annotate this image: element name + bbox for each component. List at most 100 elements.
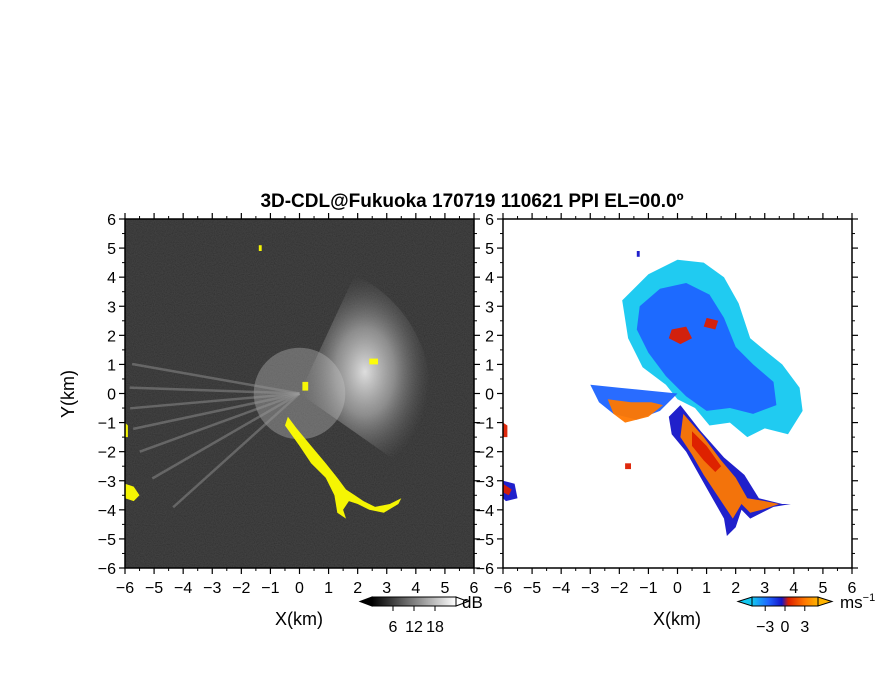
left-x-tick-label: 1 — [324, 580, 333, 597]
right-x-tick-label: 0 — [673, 580, 682, 597]
left-beam-streaks-2 — [130, 392, 300, 410]
right-y-tick-label: 4 — [485, 270, 494, 287]
right-y-tick-label: 3 — [485, 299, 494, 316]
left-x-axis-label: X(km) — [275, 609, 323, 629]
left-colorbar-tick-label: 6 — [389, 619, 398, 636]
left-y-tick-label: −6 — [98, 561, 116, 578]
left-axis-ticks — [119, 213, 480, 574]
right-colorbar-tick-label: 0 — [781, 619, 790, 636]
left-y-tick-label: 0 — [107, 387, 116, 404]
left-y-tick-label: 2 — [107, 328, 116, 345]
left-x-tick-label: 0 — [295, 580, 304, 597]
left-x-tick-label: 3 — [382, 580, 391, 597]
right-feature-red-band — [692, 431, 722, 472]
right-y-tick-label: −6 — [476, 561, 494, 578]
left-beam-streaks-5 — [151, 392, 301, 480]
left-colorbar: dB 6 12 18 — [358, 593, 483, 636]
right-colorbar: ms−1 −3 0 3 — [736, 592, 875, 636]
left-y-tick-label: 1 — [107, 357, 116, 374]
right-x-tick-label: 3 — [760, 580, 769, 597]
right-y-tick-label: −2 — [476, 445, 494, 462]
left-feature-yellow-band — [285, 416, 402, 519]
left-beam-streaks-1 — [129, 386, 300, 395]
left-x-tick-label: −2 — [232, 580, 250, 597]
left-y-axis-label: Y(km) — [58, 370, 78, 418]
right-x-axis-label: X(km) — [653, 609, 701, 629]
right-x-tick-label: −3 — [581, 580, 599, 597]
right-y-tick-label: 5 — [485, 241, 494, 258]
left-x-tick-labels: −6 −5 −4 −3 −2 −1 0 1 2 3 4 5 6 — [116, 580, 479, 597]
right-y-tick-label: 1 — [485, 357, 494, 374]
right-x-tick-label: −2 — [610, 580, 628, 597]
left-features — [125, 245, 431, 519]
right-feature-red-spot-north — [668, 326, 692, 345]
left-y-tick-label: 3 — [107, 299, 116, 316]
right-y-tick-labels: −6 −5 −4 −3 −2 −1 0 1 2 3 4 5 6 — [476, 212, 494, 578]
left-y-tick-label: −5 — [98, 532, 116, 549]
left-beam-streaks-6 — [172, 392, 301, 509]
left-bright-sector-core — [253, 347, 346, 440]
left-y-tick-label: 5 — [107, 241, 116, 258]
right-y-tick-label: 2 — [485, 328, 494, 345]
left-beam-streaks-4 — [139, 392, 300, 453]
left-y-tick-label: 6 — [107, 212, 116, 229]
left-x-tick-label: 6 — [470, 580, 479, 597]
left-y-tick-labels: −6 −5 −4 −3 −2 −1 0 1 2 3 4 5 6 — [98, 212, 116, 578]
right-x-tick-label: 5 — [818, 580, 827, 597]
right-feature-speck-north — [636, 251, 640, 257]
left-feature-yellow-speck-east — [369, 358, 378, 365]
right-y-tick-label: −5 — [476, 532, 494, 549]
left-x-tick-label: −6 — [116, 580, 134, 597]
left-colorbar-tick-label: 18 — [426, 619, 444, 636]
left-x-tick-label: −4 — [174, 580, 192, 597]
right-axis-ticks — [497, 213, 858, 574]
left-x-tick-label: 5 — [440, 580, 449, 597]
right-y-tick-label: 6 — [485, 212, 494, 229]
right-colorbar-unit-exponent: −1 — [863, 592, 876, 604]
right-features — [503, 251, 803, 536]
right-x-tick-label: 2 — [731, 580, 740, 597]
right-x-tick-label: −4 — [552, 580, 570, 597]
right-x-tick-label: 6 — [848, 580, 857, 597]
left-feature-yellow-speck-north — [258, 245, 262, 251]
right-y-tick-label: −4 — [476, 503, 494, 520]
left-beam-streaks-3 — [132, 392, 300, 431]
left-y-tick-label: 4 — [107, 270, 116, 287]
left-beam-streaks-0 — [131, 362, 300, 395]
right-feature-blue-core — [636, 283, 777, 414]
left-x-tick-label: 4 — [411, 580, 420, 597]
left-feature-yellow-speck-center — [302, 381, 309, 391]
right-colorbar-tick-label: 3 — [800, 619, 809, 636]
left-x-tick-label: −3 — [203, 580, 221, 597]
right-x-tick-label: 1 — [702, 580, 711, 597]
right-x-tick-labels: −6 −5 −4 −3 −2 −1 0 1 2 3 4 5 6 — [494, 580, 857, 597]
right-feature-orange-band — [680, 413, 780, 519]
left-y-tick-label: −2 — [98, 445, 116, 462]
left-x-tick-label: −5 — [145, 580, 163, 597]
left-panel: −6 −5 −4 −3 −2 −1 0 1 2 3 4 5 6 −6−5−4−3−2−10123456 … — [58, 212, 483, 636]
left-x-tick-label: 2 — [353, 580, 362, 597]
right-y-tick-label: 0 — [485, 387, 494, 404]
right-colorbar-unit: ms−1 — [840, 592, 875, 612]
right-feature-red-edge — [703, 317, 719, 330]
right-y-tick-label: −1 — [476, 416, 494, 433]
right-y-tick-label: −3 — [476, 474, 494, 491]
left-y-tick-label: −3 — [98, 474, 116, 491]
right-feature-edge-speck — [503, 422, 508, 438]
left-colorbar-tick-label: 12 — [405, 619, 423, 636]
right-x-tick-label: −6 — [494, 580, 512, 597]
left-feature-yellow-blob-west — [125, 483, 140, 502]
left-y-tick-label: −4 — [98, 503, 116, 520]
right-colorbar-unit-base: ms — [840, 593, 863, 612]
left-bright-sector — [299, 274, 431, 469]
figure-title: 3D-CDL@Fukuoka 170719 110621 PPI EL=00.0… — [260, 191, 683, 212]
right-x-tick-label: −5 — [523, 580, 541, 597]
right-panel: −6 −5 −4 −3 −2 −1 0 1 2 3 4 5 6 −6−5−4−3−2−10123456 … — [476, 212, 875, 636]
left-y-tick-label: −1 — [98, 416, 116, 433]
right-feature-orange-west — [607, 399, 663, 423]
right-x-tick-label: 4 — [789, 580, 798, 597]
right-colorbar-tick-label: −3 — [756, 619, 774, 636]
left-colorbar-unit: dB — [462, 593, 483, 612]
right-feature-west-edge-red — [503, 483, 512, 496]
